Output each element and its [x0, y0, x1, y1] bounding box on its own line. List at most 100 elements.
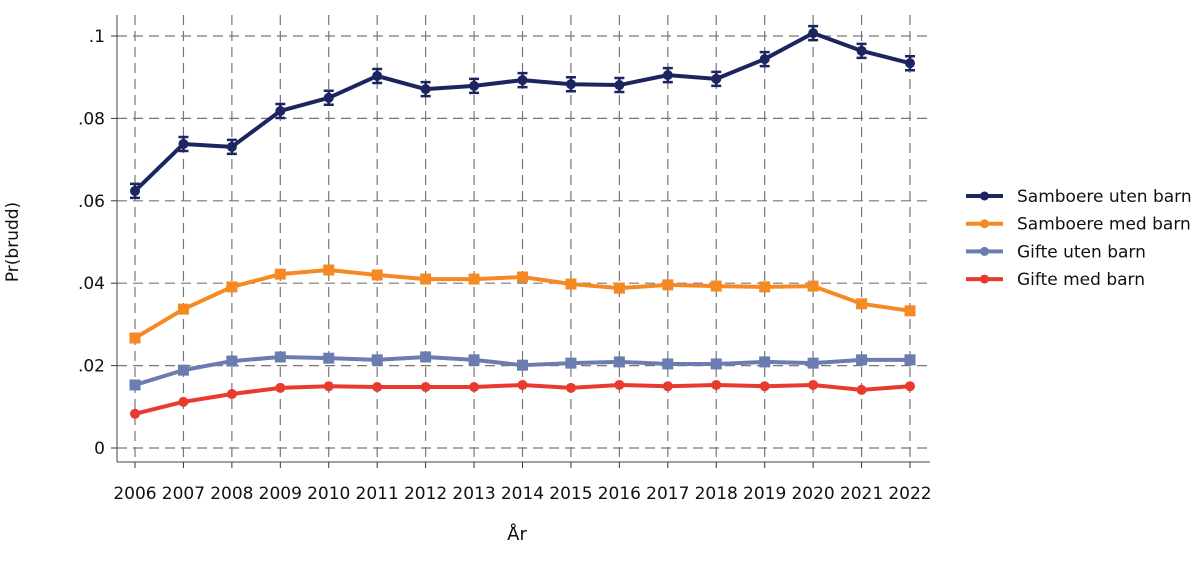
data-point — [759, 281, 771, 293]
legend-item: Samboere med barn — [966, 215, 1191, 235]
data-point — [372, 70, 383, 81]
data-point — [904, 354, 916, 366]
data-point — [856, 354, 868, 366]
legend-label: Samboere med barn — [1017, 215, 1191, 235]
data-point — [468, 354, 480, 366]
x-tick-label: 2017 — [646, 484, 689, 504]
legend-item: Gifte uten barn — [966, 242, 1146, 262]
data-point — [808, 28, 819, 39]
data-point — [711, 379, 722, 390]
series-gifte-uten-barn — [129, 351, 916, 391]
data-point — [662, 358, 674, 370]
legend-swatch-marker — [980, 219, 989, 229]
data-point — [517, 75, 528, 86]
data-point — [759, 381, 770, 392]
data-point — [856, 45, 867, 56]
data-point — [808, 379, 819, 390]
data-point — [565, 79, 576, 90]
data-point — [759, 356, 771, 368]
data-point — [710, 358, 722, 370]
data-point — [371, 269, 383, 281]
data-point — [177, 303, 189, 315]
x-tick-label: 2020 — [791, 484, 834, 504]
y-tick-label: .1 — [89, 27, 105, 47]
data-point — [177, 364, 189, 376]
legend-swatch-marker — [980, 246, 989, 256]
data-point — [856, 384, 867, 395]
data-point — [420, 351, 432, 363]
x-tick-label: 2015 — [549, 484, 592, 504]
legend-label: Gifte uten barn — [1017, 242, 1146, 262]
axes — [111, 15, 930, 468]
data-point — [905, 381, 915, 392]
data-point — [469, 80, 480, 91]
y-tick-label: .04 — [78, 274, 105, 294]
data-point — [226, 281, 238, 293]
data-point — [856, 298, 868, 310]
data-point — [710, 280, 722, 292]
data-point — [420, 84, 431, 95]
data-point — [323, 92, 334, 103]
data-point — [807, 280, 819, 292]
x-tick-label: 2019 — [743, 484, 786, 504]
data-point — [420, 382, 431, 393]
data-point — [517, 359, 528, 371]
legend-item: Gifte med barn — [966, 270, 1145, 290]
data-point — [323, 381, 334, 392]
series-samboere-uten-barn — [130, 24, 915, 200]
data-point — [468, 273, 480, 285]
data-point — [662, 70, 673, 81]
data-point — [662, 279, 674, 291]
data-point — [178, 138, 189, 149]
y-tick-label: .06 — [78, 192, 105, 212]
data-point — [807, 357, 819, 369]
data-point — [274, 351, 286, 363]
series-group — [129, 24, 916, 419]
data-point — [275, 382, 286, 393]
legend-label: Samboere uten barn — [1017, 187, 1192, 207]
x-tick-label: 2013 — [452, 484, 495, 504]
x-tick-label: 2009 — [259, 484, 302, 504]
x-tick-label: 2018 — [695, 484, 738, 504]
data-point — [274, 268, 286, 280]
data-point — [614, 379, 625, 390]
y-tick-label: .08 — [78, 109, 105, 129]
data-point — [662, 381, 673, 392]
data-point — [371, 354, 383, 366]
x-tick-label: 2014 — [501, 484, 544, 504]
x-tick-label: 2016 — [598, 484, 641, 504]
data-point — [905, 58, 915, 69]
data-point — [372, 382, 383, 393]
x-tick-label: 2010 — [307, 484, 350, 504]
x-tick-label: 2012 — [404, 484, 447, 504]
data-point — [226, 355, 238, 367]
legend-swatch-marker — [980, 191, 989, 201]
legend-label: Gifte med barn — [1017, 270, 1145, 290]
data-point — [129, 379, 141, 391]
data-point — [226, 389, 237, 400]
y-tick-label: 0 — [94, 439, 105, 459]
data-point — [275, 105, 286, 116]
x-tick-label: 2011 — [356, 484, 399, 504]
x-tick-label: 2022 — [888, 484, 931, 504]
tick-labels: 2006 2007 2008 2009 2010 2011 2012 2013 2014 2015… — [78, 27, 932, 504]
data-point — [711, 73, 722, 84]
x-tick-label: 2008 — [210, 484, 253, 504]
series-gifte-med-barn — [130, 379, 915, 419]
data-point — [565, 357, 577, 369]
legend: Samboere uten barn Samboere med barn Gifte… — [966, 187, 1192, 290]
data-point — [178, 396, 189, 407]
x-tick-label: 2006 — [113, 484, 156, 504]
legend-swatch-marker — [980, 274, 989, 284]
legend-item: Samboere uten barn — [966, 187, 1192, 207]
data-point — [613, 282, 625, 294]
data-point — [517, 271, 528, 283]
data-point — [130, 408, 140, 419]
data-point — [614, 80, 625, 91]
data-point — [613, 356, 625, 368]
data-point — [323, 264, 335, 276]
data-point — [226, 141, 237, 152]
data-point — [130, 185, 140, 196]
y-tick-label: .02 — [78, 357, 105, 377]
